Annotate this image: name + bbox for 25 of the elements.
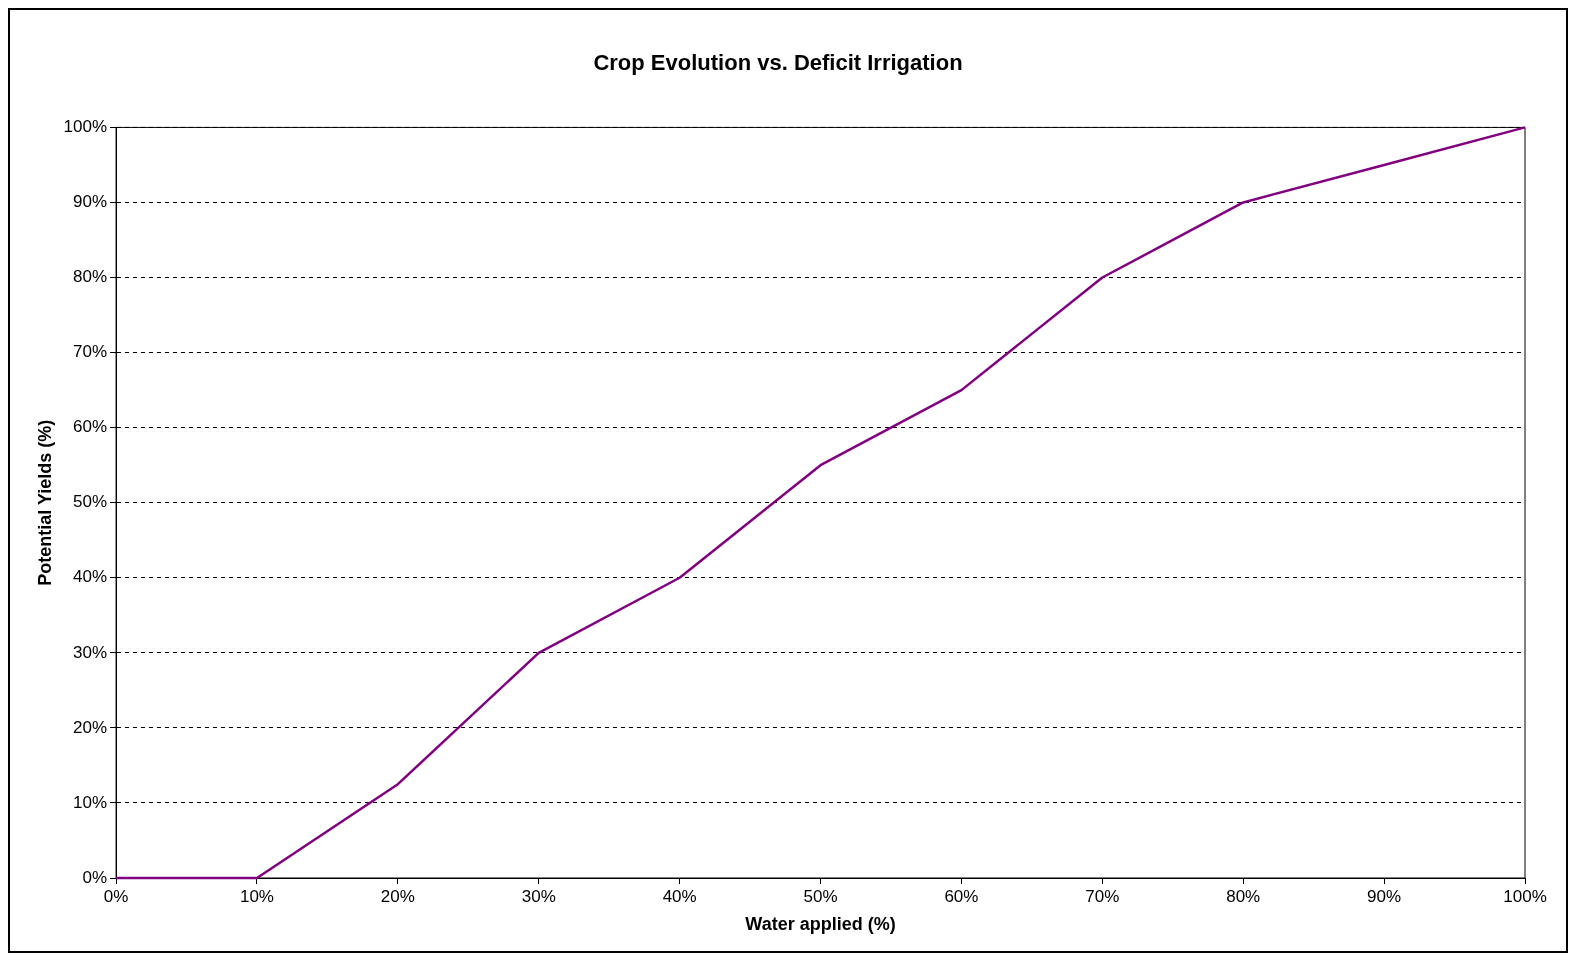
y-tick-label: 0% [82,867,108,887]
x-tick-label: 60% [944,886,979,906]
x-tick-label: 0% [103,886,129,906]
y-tick-label: 60% [73,417,108,437]
y-tick-label: 50% [73,492,108,512]
x-tick-label: 70% [1085,886,1120,906]
y-tick-label: 70% [73,342,108,362]
y-tick-label: 30% [73,642,108,662]
x-tick-label: 80% [1226,886,1261,906]
x-tick-label: 30% [521,886,556,906]
y-tick-label: 100% [63,117,108,137]
x-tick-label: 50% [803,886,838,906]
y-axis-title: Potential Yields (%) [34,419,55,586]
x-tick-label: 10% [239,886,274,906]
y-tick-label: 40% [73,567,108,587]
x-tick-label: 40% [662,886,697,906]
x-axis-title: Water applied (%) [745,914,896,935]
y-tick-label: 90% [73,192,108,212]
x-tick-label: 90% [1367,886,1402,906]
y-tick-label: 80% [73,267,108,287]
y-tick-label: 10% [73,792,108,812]
y-tick-label: 20% [73,717,108,737]
chart-title: Crop Evolution vs. Deficit Irrigation [593,50,963,76]
x-tick-label: 100% [1503,886,1547,906]
x-tick-label: 20% [380,886,415,906]
